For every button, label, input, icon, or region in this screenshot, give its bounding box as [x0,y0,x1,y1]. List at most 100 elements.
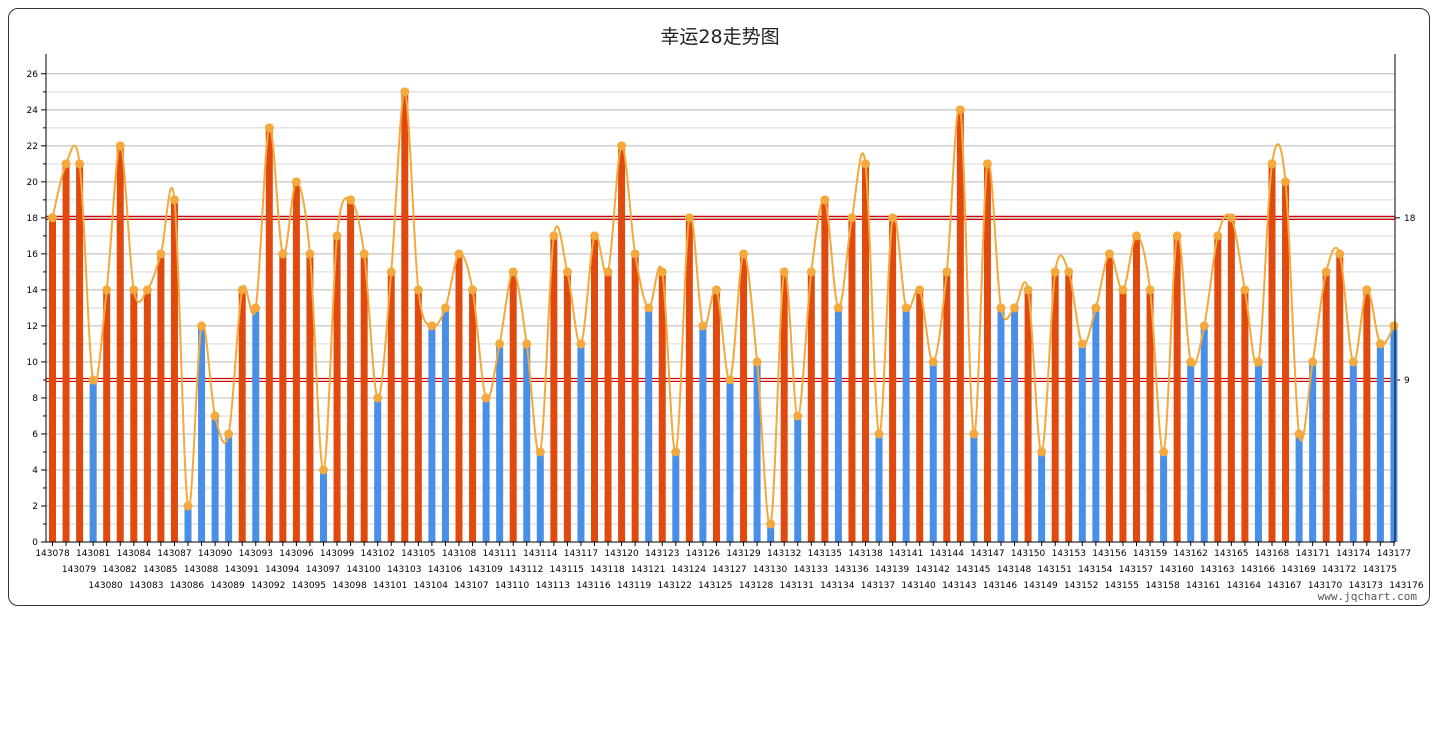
trend-point [427,321,437,331]
bar [1254,361,1262,542]
x-tick-label: 143152 [1064,581,1098,591]
x-tick-label: 143142 [916,565,950,575]
bar [1024,289,1032,542]
x-tick-label: 143146 [983,581,1018,591]
trend-point [806,267,816,277]
x-tick-label: 143124 [672,565,707,575]
bar [428,325,436,542]
x-tick-label: 143085 [143,565,177,575]
bar [211,415,219,542]
trend-point [183,501,193,511]
x-tick-label: 143105 [401,549,435,559]
x-tick-label: 143153 [1052,549,1086,559]
x-tick-label: 143080 [88,581,123,591]
trend-point [251,303,261,313]
y-tick-label: 8 [32,394,38,404]
trend-point [332,231,342,241]
bar [929,361,937,542]
trend-point [319,465,328,475]
bar [103,289,111,542]
trend-point [752,357,762,367]
trend-point [224,429,234,439]
bar [1105,253,1113,543]
x-tick-label: 143119 [617,581,652,591]
bar [740,253,748,543]
x-tick-label: 143081 [76,549,110,559]
y-tick-label: 14 [27,286,39,296]
trend-point [264,123,274,133]
x-tick-label: 143093 [239,549,273,559]
x-tick-label: 143126 [686,549,721,559]
bar [591,235,598,542]
bar [279,253,287,543]
bar [1119,289,1127,542]
bar [62,163,70,542]
line-series [48,87,1399,529]
x-tick-labels: 143078 143079 143080 143081 143082 143083 1430… [35,549,1424,591]
trend-point [739,249,749,259]
bar [1065,271,1073,542]
x-tick-label: 143133 [794,565,828,575]
x-tick-label: 143125 [698,581,732,591]
bar [821,199,829,542]
x-tick-label: 143122 [658,581,692,591]
reference-line-label: 9 [1404,376,1410,386]
y-tick-label: 0 [32,538,38,548]
x-tick-label: 143100 [346,565,381,575]
bar [1282,181,1290,542]
trend-point [1308,357,1318,367]
x-tick-label: 143083 [129,581,163,591]
bar [482,397,490,542]
trend-point [1077,339,1087,349]
trend-point [1118,285,1128,295]
trend-point [684,213,694,223]
bar [1268,163,1276,542]
trend-point [1104,249,1114,259]
trend-point [603,267,613,277]
trend-point [779,267,789,277]
x-tick-label: 143140 [901,581,936,591]
trend-point [156,249,166,259]
bar [1241,289,1249,542]
y-tick-label: 16 [27,250,39,260]
x-tick-label: 143104 [414,581,449,591]
trend-point [373,393,383,403]
bar [834,307,842,542]
x-tick-label: 143106 [428,565,463,575]
x-tick-label: 143114 [523,549,558,559]
trend-point [291,177,301,187]
trend-point [1213,231,1223,241]
bar [970,433,978,542]
bar [685,217,693,542]
trend-point [400,87,410,97]
x-tick-label: 143135 [808,549,842,559]
bar-series [49,91,1398,543]
bar [374,397,382,542]
trend-point [278,249,288,259]
y-tick-label: 26 [27,70,39,80]
trend-point [1321,267,1331,277]
bar [320,469,327,542]
trend-point [861,159,870,169]
trend-point [386,267,396,277]
bar [1200,325,1208,542]
x-tick-label: 143145 [956,565,990,575]
x-tick-label: 143082 [103,565,137,575]
trend-point [88,375,98,385]
bar [604,271,612,542]
x-tick-label: 143086 [170,581,205,591]
trend-point [1145,285,1155,295]
trend-point [562,267,572,277]
bar [360,253,368,543]
x-tick-label: 143147 [970,549,1004,559]
trend-point [766,519,776,529]
trend-point [793,411,803,421]
bar [1214,235,1222,542]
trend-point [617,141,627,151]
trend-point [1226,213,1236,223]
trend-point [874,429,884,439]
bar [618,145,626,542]
bar [1133,235,1140,542]
trend-point [711,285,721,295]
trend-point [888,213,898,223]
